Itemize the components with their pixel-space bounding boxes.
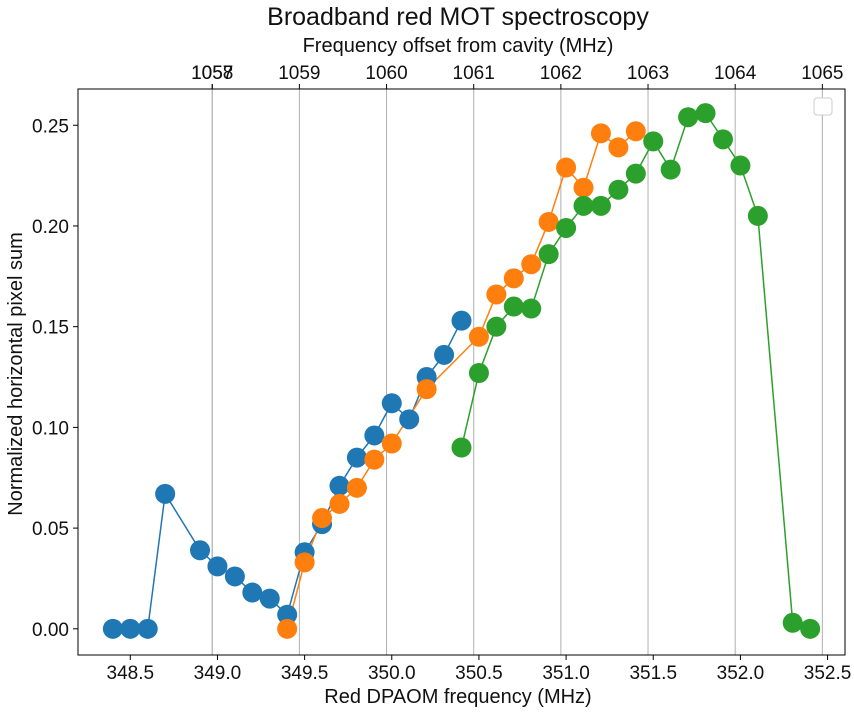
x2-tick-label: 1059 <box>278 63 320 84</box>
plot-frame <box>77 88 846 656</box>
x2-tick-label: 1062 <box>540 63 582 84</box>
x2-tick-label: 1061 <box>453 63 495 84</box>
data-point <box>608 179 629 200</box>
y-tick-label: 0.05 <box>32 519 69 540</box>
data-point <box>747 205 768 226</box>
y-tick-label: 0.00 <box>32 620 69 641</box>
data-point <box>800 618 821 639</box>
data-point <box>590 123 611 144</box>
data-point <box>538 244 559 265</box>
series-line <box>460 112 811 630</box>
data-point <box>556 157 577 178</box>
data-point <box>416 379 437 400</box>
data-point <box>155 483 176 504</box>
data-point <box>695 103 716 124</box>
data-point <box>277 604 298 625</box>
x2-tick-label: 1057 <box>191 63 233 84</box>
top-axis-label: Frequency offset from cavity (MHz) <box>303 35 614 57</box>
y-tick-label: 0.20 <box>32 217 69 238</box>
data-point <box>207 556 228 577</box>
data-point <box>712 129 733 150</box>
ticks-layer: 348.5 349.0 349.5 350.0 350.5 351.0 351.5 352.0… <box>32 63 851 684</box>
data-point <box>294 552 315 573</box>
data-point <box>399 409 420 430</box>
y-tick-label: 0.15 <box>32 318 69 339</box>
data-point <box>573 177 594 198</box>
data-point <box>678 107 699 128</box>
data-point <box>538 211 559 232</box>
data-point <box>503 268 524 289</box>
data-point <box>643 131 664 152</box>
data-point <box>329 475 350 496</box>
data-point <box>486 316 507 337</box>
x-tick-label: 351.0 <box>542 663 590 684</box>
data-point <box>660 159 681 180</box>
data-point <box>137 618 158 639</box>
x-tick-label: 352.0 <box>717 663 765 684</box>
series-layer <box>102 103 821 639</box>
x-tick-label: 350.5 <box>455 663 503 684</box>
data-point <box>608 137 629 158</box>
data-point <box>381 433 402 454</box>
data-point <box>364 449 385 470</box>
x2-tick-label: 1060 <box>365 63 407 84</box>
x2-tick-label: 1058 <box>191 63 233 84</box>
y-tick-label: 0.25 <box>32 116 69 137</box>
chart-title: Broadband red MOT spectroscopy <box>267 3 649 31</box>
y-axis-label: Normalized horizontal pixel sum <box>5 232 27 515</box>
data-point <box>521 254 542 275</box>
data-point <box>486 284 507 305</box>
data-point <box>730 155 751 176</box>
data-point <box>451 437 472 458</box>
series-line <box>112 320 463 630</box>
data-point <box>503 296 524 317</box>
data-point <box>120 618 141 639</box>
data-point <box>259 588 280 609</box>
x-tick-label: 349.5 <box>281 663 329 684</box>
x-tick-label: 348.5 <box>107 663 155 684</box>
data-point <box>381 393 402 414</box>
x2-tick-label: 1063 <box>627 63 669 84</box>
data-point <box>625 163 646 184</box>
x2-tick-label: 1064 <box>714 63 757 84</box>
data-point <box>364 425 385 446</box>
data-point <box>102 618 123 639</box>
data-point <box>451 310 472 331</box>
x-tick-label: 352.5 <box>804 663 852 684</box>
y-tick-label: 0.10 <box>32 418 69 439</box>
data-point <box>312 508 333 529</box>
data-point <box>329 493 350 514</box>
x-tick-label: 351.5 <box>629 663 677 684</box>
data-point <box>521 298 542 319</box>
data-point <box>224 566 245 587</box>
legend-box <box>813 97 833 116</box>
data-point <box>782 612 803 633</box>
data-point <box>573 195 594 216</box>
data-point <box>190 540 211 561</box>
x2-tick-label: 1065 <box>801 63 843 84</box>
data-point <box>434 344 455 365</box>
data-point <box>346 477 367 498</box>
x-tick-label: 350.0 <box>368 663 416 684</box>
data-point <box>468 326 489 347</box>
data-point <box>625 121 646 142</box>
data-point <box>242 582 263 603</box>
data-point <box>556 217 577 238</box>
x-tick-label: 349.0 <box>194 663 242 684</box>
axes-layer <box>77 88 846 656</box>
x-axis-label: Red DPAOM frequency (MHz) <box>324 686 591 708</box>
data-point <box>590 195 611 216</box>
data-point <box>277 618 298 639</box>
data-point <box>346 447 367 468</box>
data-point <box>468 363 489 384</box>
